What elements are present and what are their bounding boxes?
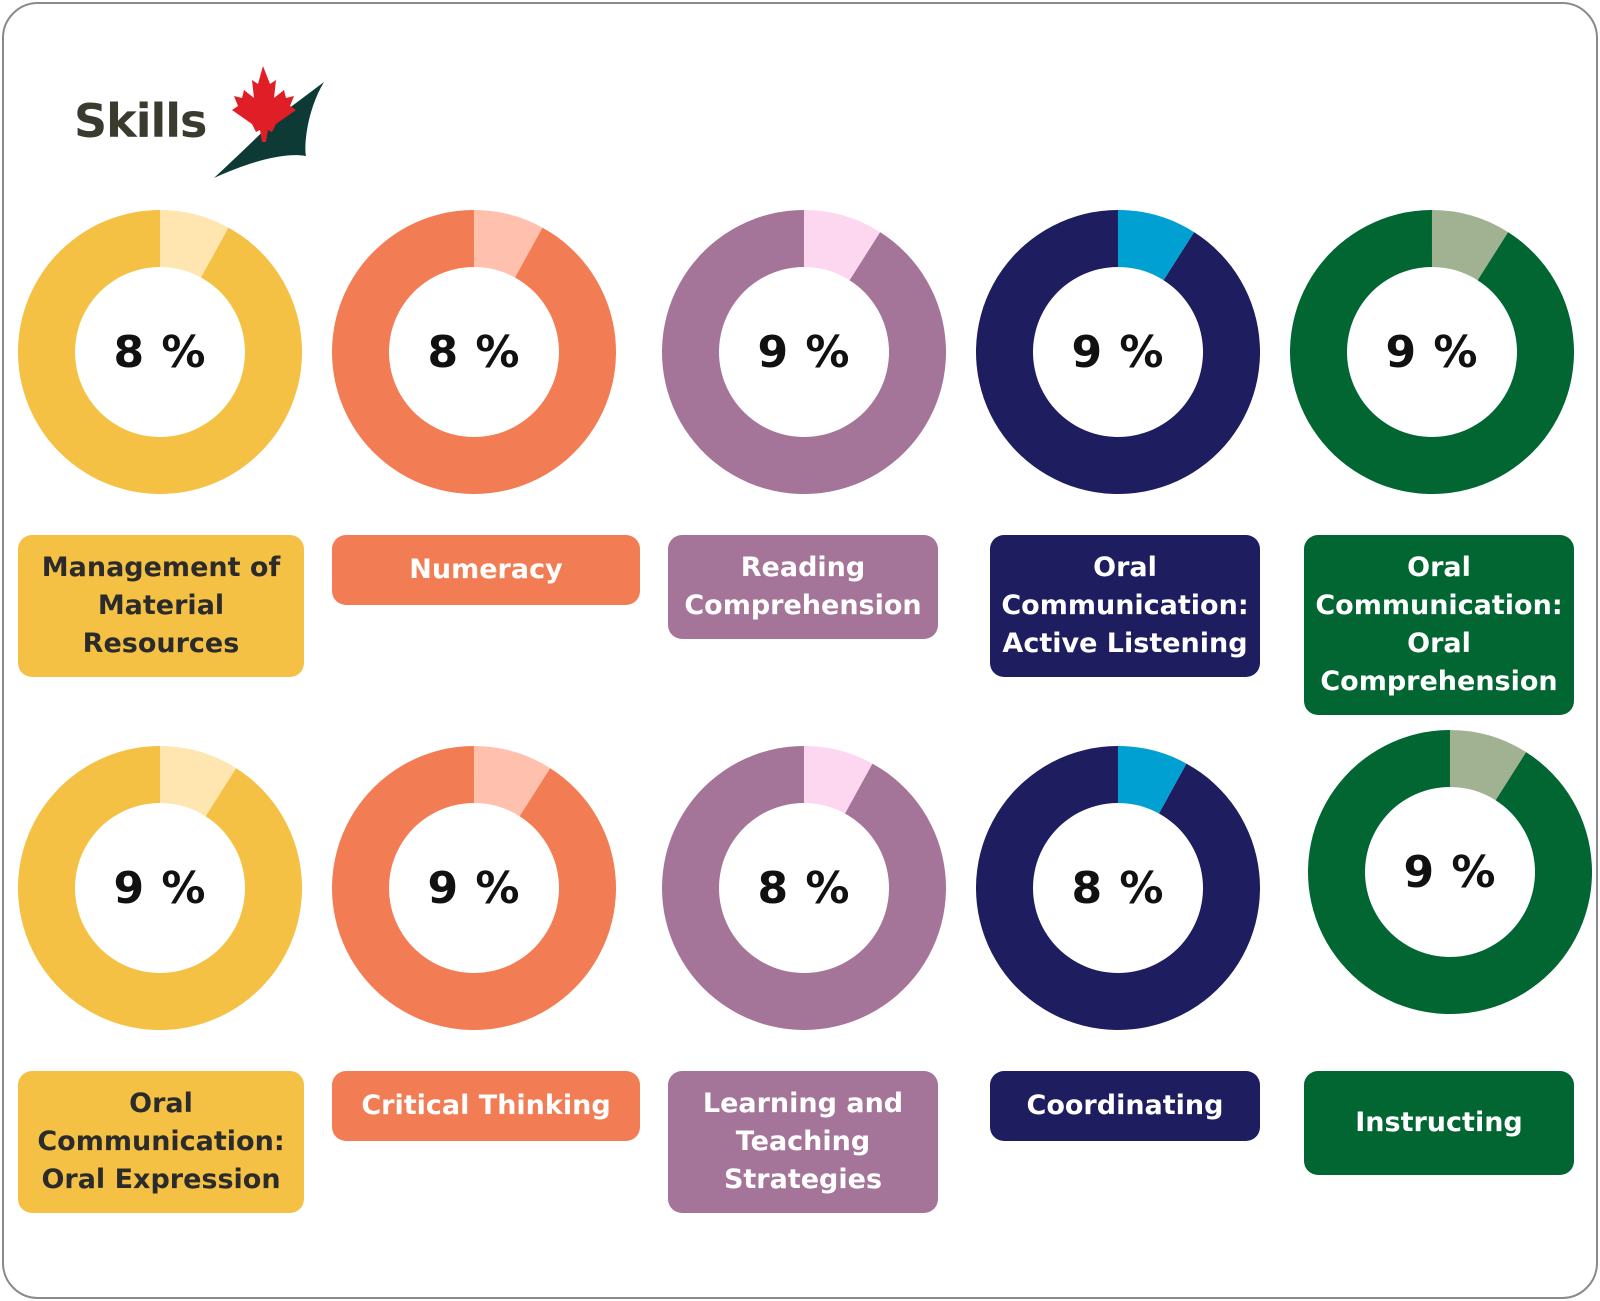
donut-chart: 8 % [18,210,302,494]
donut-value-slice [474,746,551,817]
donut-svg [18,210,302,494]
donut-svg [976,210,1260,494]
donut-svg [1290,210,1574,494]
donut-svg [662,210,946,494]
skill-label: Oral Communication: Oral Comprehension [1304,535,1574,715]
donut-remainder-slice [662,746,946,1030]
skill-label: Reading Comprehension [668,535,938,639]
donut-chart: 8 % [662,746,946,1030]
skill-label: Learning and Teaching Strategies [668,1071,938,1213]
donut-chart: 9 % [332,746,616,1030]
maple-leaf-checkmark-icon [214,66,324,178]
donut-value-slice [1118,746,1187,814]
skills-logo: Skills [74,60,344,190]
donut-percent-label: 8 % [1071,862,1165,914]
donut-percent-label: 9 % [427,862,521,914]
donut-remainder-slice [1290,210,1574,494]
donut-percent-label: 9 % [1071,326,1165,378]
donut-svg [662,746,946,1030]
donut-chart: 9 % [976,210,1260,494]
donut-value-slice [804,210,881,281]
skill-label: Oral Communication: Active Listening [990,535,1260,677]
donut-value-slice [1450,730,1527,801]
donut-chart: 9 % [18,746,302,1030]
donut-value-slice [474,210,543,278]
donut-value-slice [160,210,229,278]
skill-label: Numeracy [332,535,640,605]
donut-svg [18,746,302,1030]
donut-remainder-slice [976,210,1260,494]
donut-percent-label: 9 % [1385,326,1479,378]
donut-svg [1308,730,1592,1014]
donut-value-slice [160,746,237,817]
donut-chart: 8 % [332,210,616,494]
skill-label: Coordinating [990,1071,1260,1141]
donut-percent-label: 9 % [113,862,207,914]
donut-remainder-slice [332,746,616,1030]
donut-value-slice [804,746,873,814]
donut-remainder-slice [662,210,946,494]
skill-label: Oral Communication: Oral Expression [18,1071,304,1213]
donut-percent-label: 8 % [113,326,207,378]
donut-value-slice [1118,210,1195,281]
donut-svg [332,746,616,1030]
donut-chart: 9 % [1308,730,1592,1014]
skill-label: Critical Thinking [332,1071,640,1141]
donut-remainder-slice [976,746,1260,1030]
donut-percent-label: 9 % [1403,846,1497,898]
donut-chart: 8 % [976,746,1260,1030]
brand-name: Skills [74,94,207,148]
donut-remainder-slice [18,210,302,494]
skill-label: Instructing [1304,1071,1574,1175]
donut-percent-label: 8 % [757,862,851,914]
donut-percent-label: 8 % [427,326,521,378]
donut-value-slice [1432,210,1509,281]
donut-percent-label: 9 % [757,326,851,378]
donut-svg [976,746,1260,1030]
donut-chart: 9 % [1290,210,1574,494]
donut-chart: 9 % [662,210,946,494]
donut-remainder-slice [1308,730,1592,1014]
donut-svg [332,210,616,494]
donut-remainder-slice [18,746,302,1030]
skill-label: Management of Material Resources [18,535,304,677]
donut-remainder-slice [332,210,616,494]
